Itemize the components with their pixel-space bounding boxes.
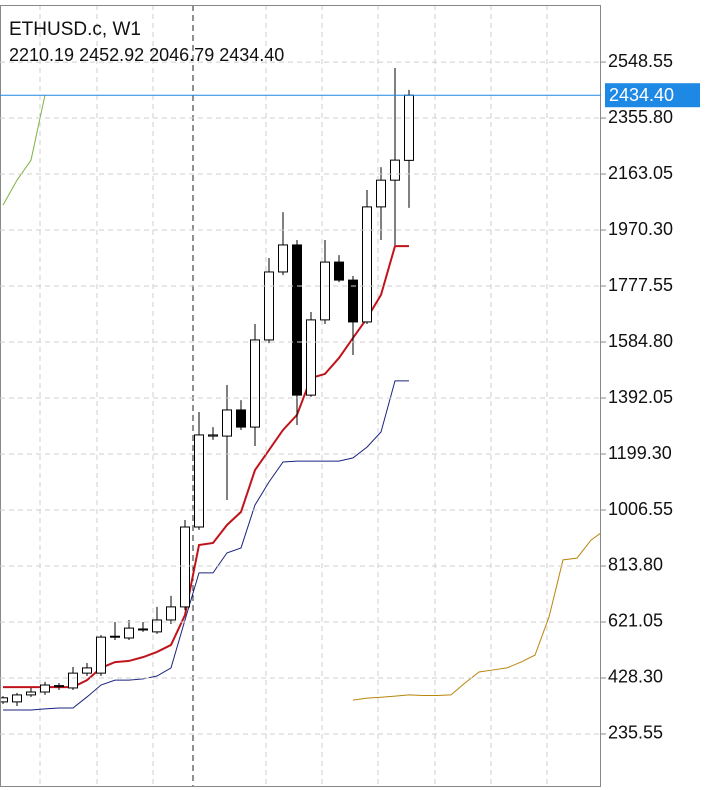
candle-body (40, 684, 50, 693)
y-tick-label: 2355.80 (608, 107, 673, 127)
y-tick-label: 1777.55 (608, 275, 673, 295)
candle-body (222, 409, 232, 437)
y-tick-label: 1199.30 (608, 443, 672, 463)
y-tick-label: 2548.55 (608, 51, 673, 71)
candle-body (250, 339, 260, 428)
candle-body (278, 244, 288, 273)
candle-body (264, 271, 274, 341)
indicator-line (352, 532, 601, 701)
plot-frame (0, 5, 601, 787)
candle-body (320, 261, 330, 321)
y-tick-label: 621.05 (608, 611, 663, 631)
y-tick-label: 428.30 (608, 667, 663, 687)
candle-body (12, 694, 22, 703)
candle-body (138, 628, 148, 631)
candle-body (194, 434, 204, 528)
y-tick-label: 813.80 (608, 555, 663, 575)
candle-body (362, 206, 372, 323)
candle-body (208, 434, 218, 437)
indicator-line (2, 94, 46, 206)
candle-body (292, 244, 302, 396)
candle-body (390, 159, 400, 181)
candle-body (166, 606, 176, 621)
y-tick-label: 1006.55 (608, 499, 673, 519)
candle-body (376, 179, 386, 208)
candle-body (0, 697, 8, 703)
candle-body (26, 691, 36, 696)
candle-body (54, 685, 64, 688)
candle-body (306, 319, 316, 396)
candle-body (82, 667, 92, 674)
candle-body (152, 619, 162, 633)
indicator-line (3, 380, 409, 711)
candle-body (180, 526, 190, 608)
ohlc-readout: 2210.19 2452.92 2046.79 2434.40 (9, 45, 284, 65)
current-price-label: 2434.40 (609, 85, 674, 105)
candle-body (348, 279, 358, 323)
y-tick-label: 1970.30 (608, 219, 673, 239)
y-tick-label: 2163.05 (608, 163, 673, 183)
current-price-box (605, 83, 700, 108)
candle-body (124, 627, 134, 639)
y-tick-label: 235.55 (608, 723, 663, 743)
vertical-grid (39, 5, 548, 787)
plot-area (0, 68, 601, 711)
chart-title: ETHUSD.c, W1 (9, 19, 141, 40)
candle-body (96, 636, 106, 674)
y-tick-label: 1392.05 (608, 387, 673, 407)
candle-body (334, 261, 344, 281)
candle-body (236, 409, 246, 428)
y-tick-label: 1584.80 (608, 331, 673, 351)
candle-body (404, 94, 414, 161)
candle-body (68, 672, 78, 689)
candle-body (110, 635, 120, 638)
